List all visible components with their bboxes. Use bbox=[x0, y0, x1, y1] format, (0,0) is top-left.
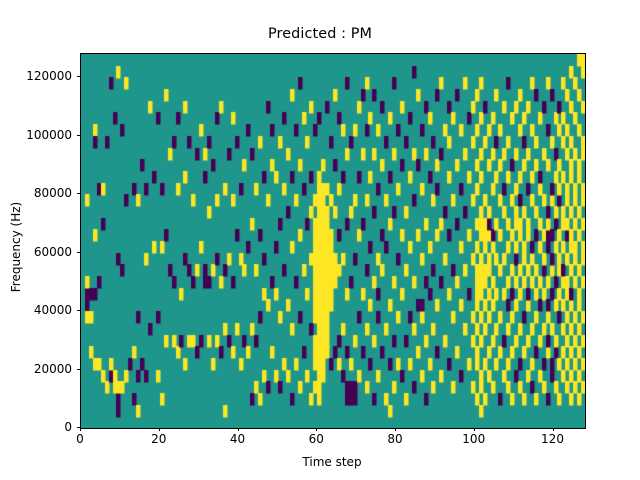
y-tick-label: 120000 bbox=[26, 69, 72, 84]
x-tick-label: 60 bbox=[308, 432, 324, 446]
x-tick-mark bbox=[395, 427, 396, 432]
y-tick-mark bbox=[76, 76, 81, 78]
y-tick-label: 40000 bbox=[33, 303, 72, 318]
page-title: Predicted : PM bbox=[267, 26, 373, 42]
x-tick-mark bbox=[552, 427, 554, 432]
x-tick-label: 100 bbox=[462, 432, 486, 446]
y-tick-mark bbox=[76, 193, 81, 195]
y-tick-label: 20000 bbox=[33, 361, 72, 376]
x-tick-mark bbox=[316, 427, 318, 432]
x-tick-label: 20 bbox=[151, 432, 167, 446]
y-tick-mark bbox=[76, 368, 81, 370]
y-tick-mark bbox=[76, 427, 81, 428]
y-tick-label: 100000 bbox=[26, 127, 72, 142]
y-tick-mark bbox=[76, 310, 81, 312]
x-tick-mark bbox=[158, 427, 160, 432]
x-tick-mark bbox=[237, 427, 239, 432]
x-tick-mark bbox=[473, 427, 475, 432]
x-tick-mark bbox=[80, 427, 81, 432]
heatmap-axes bbox=[80, 53, 586, 429]
y-tick-label: 60000 bbox=[33, 244, 72, 259]
y-tick-mark bbox=[76, 134, 81, 136]
x-axis-label: Time step bbox=[302, 455, 362, 469]
y-tick-label: 0 bbox=[64, 420, 72, 434]
x-tick-label: 120 bbox=[541, 432, 564, 446]
x-tick-label: 80 bbox=[387, 432, 403, 446]
y-tick-label: 80000 bbox=[33, 186, 72, 201]
heatmap-image bbox=[81, 54, 585, 428]
x-tick-label: 0 bbox=[76, 432, 84, 446]
x-tick-label: 40 bbox=[229, 432, 246, 446]
y-tick-mark bbox=[76, 251, 81, 253]
